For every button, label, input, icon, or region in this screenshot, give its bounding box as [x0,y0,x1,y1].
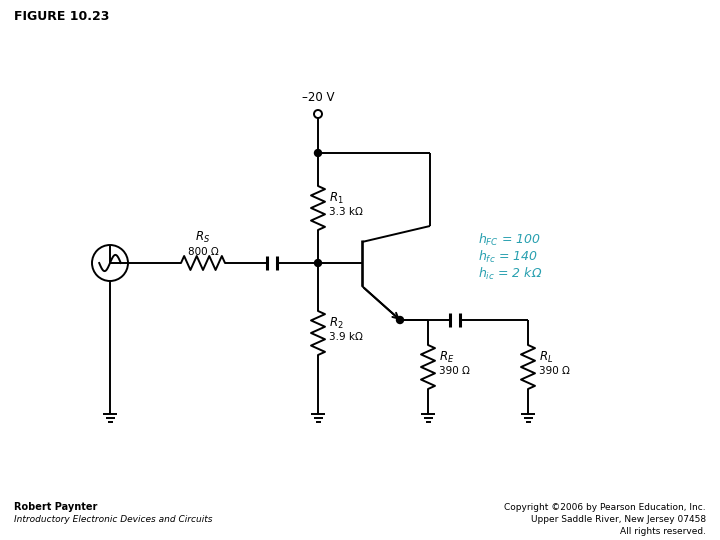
Text: Copyright ©2006 by Pearson Education, Inc.: Copyright ©2006 by Pearson Education, In… [505,503,706,512]
Circle shape [315,260,322,267]
Text: $R_L$: $R_L$ [539,349,553,364]
Circle shape [315,150,322,157]
Text: 800 Ω: 800 Ω [188,247,218,257]
Text: Robert Paynter: Robert Paynter [14,502,97,512]
Text: 390 Ω: 390 Ω [439,366,470,376]
Text: $R_E$: $R_E$ [439,349,454,364]
Text: $R_2$: $R_2$ [329,315,343,330]
Text: Upper Saddle River, New Jersey 07458: Upper Saddle River, New Jersey 07458 [531,515,706,524]
Text: $h_{fc}$ = 140: $h_{fc}$ = 140 [478,249,538,265]
Text: 390 Ω: 390 Ω [539,366,570,376]
Text: $R_S$: $R_S$ [195,230,210,245]
Circle shape [397,316,403,323]
Text: $R_1$: $R_1$ [329,191,343,206]
Text: 3.9 kΩ: 3.9 kΩ [329,332,363,342]
Text: $h_{FC}$ = 100: $h_{FC}$ = 100 [478,232,541,248]
Text: FIGURE 10.23: FIGURE 10.23 [14,10,109,23]
Text: $h_{ic}$ = 2 kΩ: $h_{ic}$ = 2 kΩ [478,266,542,282]
Text: Introductory Electronic Devices and Circuits: Introductory Electronic Devices and Circ… [14,515,212,524]
Text: 3.3 kΩ: 3.3 kΩ [329,207,363,217]
Text: All rights reserved.: All rights reserved. [620,527,706,536]
Text: –20 V: –20 V [302,91,334,104]
